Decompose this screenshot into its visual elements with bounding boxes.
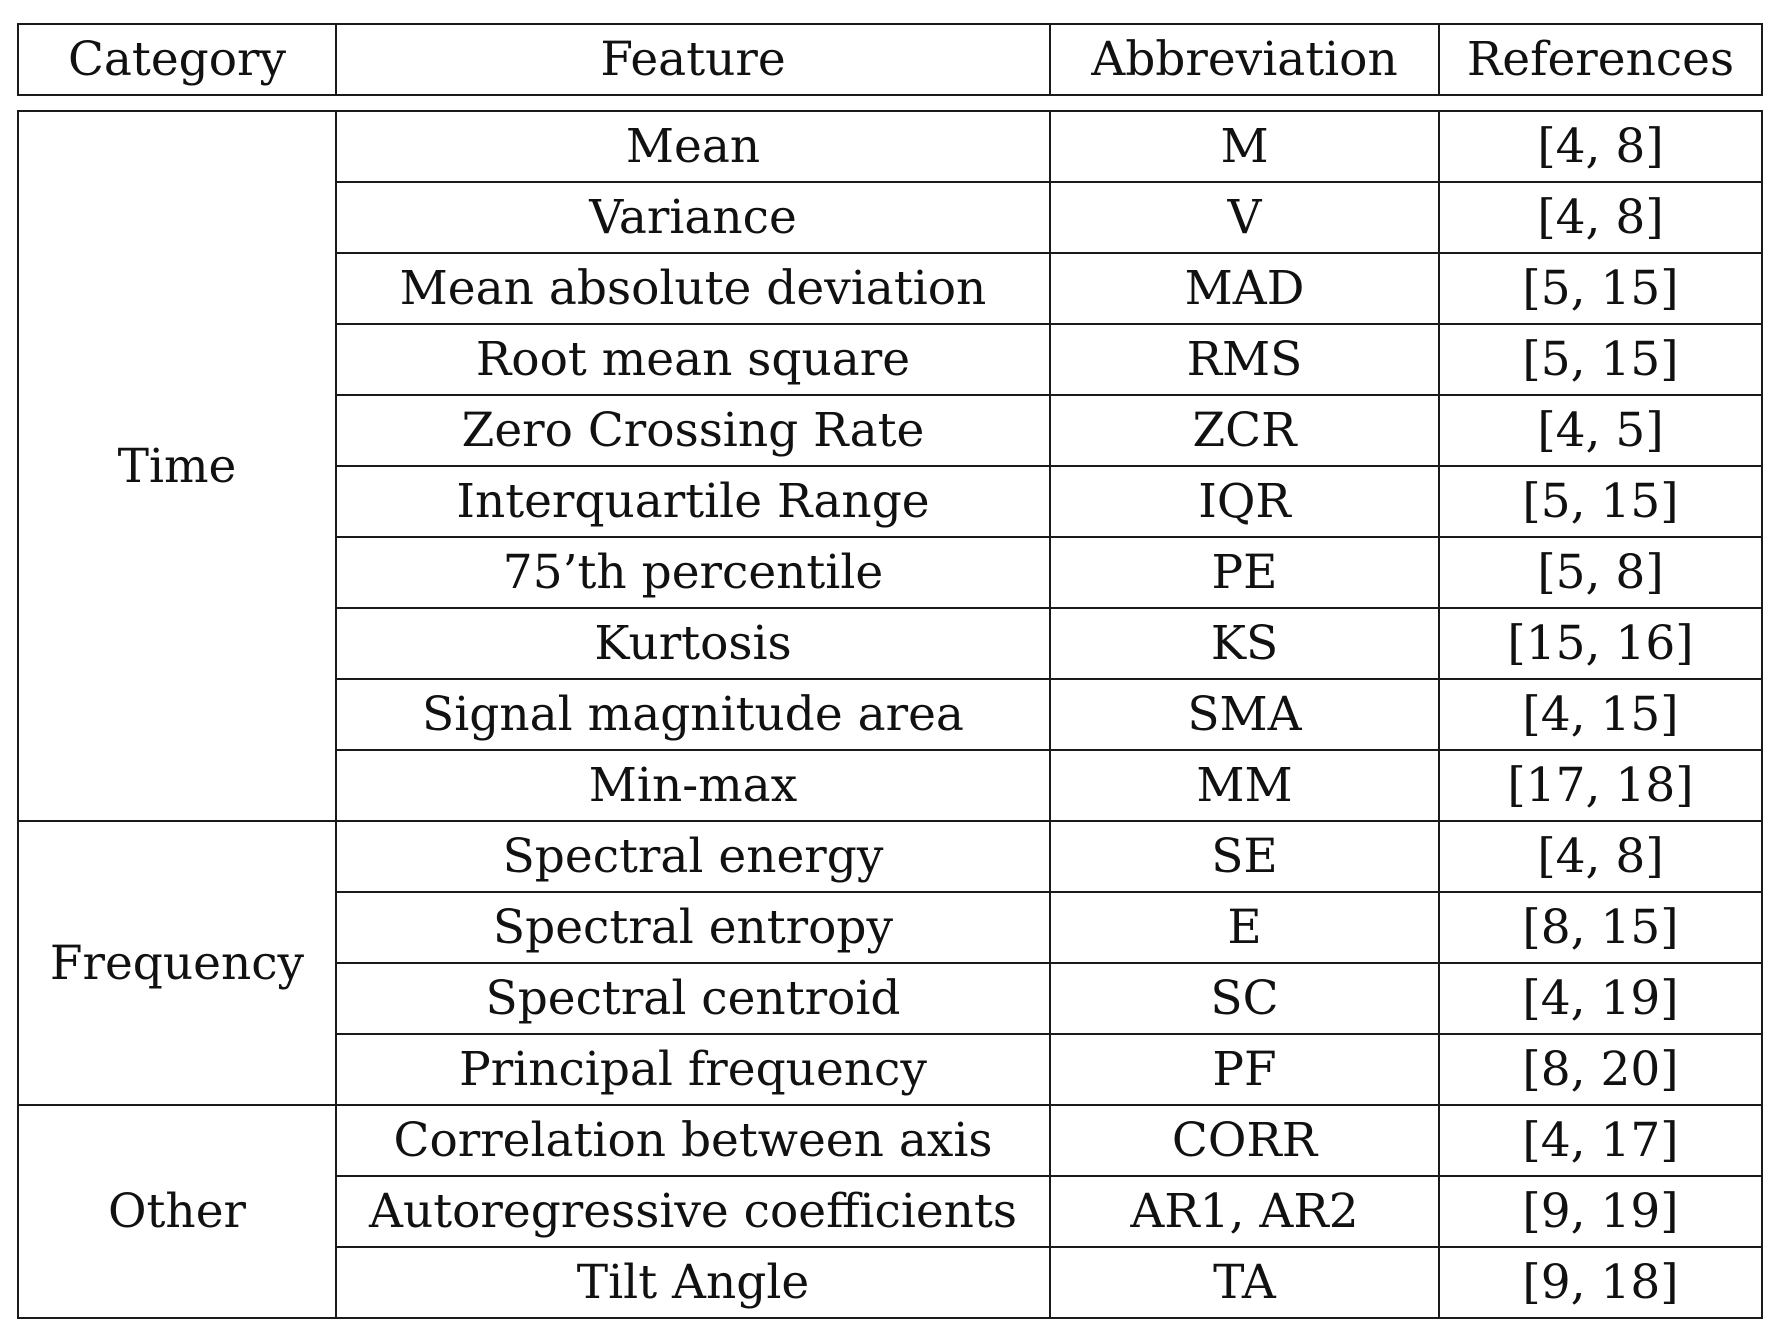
abbreviation-cell: KS [1049,607,1440,680]
feature-cell: Kurtosis [335,607,1051,680]
abbreviation-cell: M [1049,110,1440,183]
feature-cell: Spectral energy [335,820,1051,893]
feature-cell: Signal magnitude area [335,678,1051,751]
feature-cell: Interquartile Range [335,465,1051,538]
references-cell: [4, 17] [1438,1104,1763,1177]
references-cell: [4, 15] [1438,678,1763,751]
references-cell: [8, 20] [1438,1033,1763,1106]
references-cell: [4, 5] [1438,394,1763,467]
table-row: Tilt Angle TA [9, 18] [18,1246,1763,1319]
feature-cell: Mean absolute deviation [335,252,1051,325]
table-row: 75’th percentile PE [5, 8] [18,536,1763,609]
feature-cell: Tilt Angle [335,1246,1051,1319]
table-row: Interquartile Range IQR [5, 15] [18,465,1763,538]
references-cell: [9, 19] [1438,1175,1763,1248]
feature-cell: Zero Crossing Rate [335,394,1051,467]
abbreviation-cell: CORR [1049,1104,1440,1177]
references-cell: [4, 8] [1438,820,1763,893]
abbreviation-cell: ZCR [1049,394,1440,467]
header-abbreviation: Abbreviation [1049,23,1440,96]
table-row: Zero Crossing Rate ZCR [4, 5] [18,394,1763,467]
references-cell: [4, 19] [1438,962,1763,1035]
feature-cell: 75’th percentile [335,536,1051,609]
table-row: Frequency Spectral energy SE [4, 8] [17,820,1763,1106]
feature-cell: Autoregressive coefficients [335,1175,1051,1248]
references-cell: [5, 15] [1438,465,1763,538]
abbreviation-cell: E [1049,891,1440,964]
references-cell: [5, 15] [1438,323,1763,396]
header-category: Category [17,23,337,96]
table-row: Variance V [4, 8] [18,181,1763,254]
header-references: References [1438,23,1763,96]
abbreviation-cell: SMA [1049,678,1440,751]
feature-cell: Principal frequency [335,1033,1051,1106]
header-feature: Feature [335,23,1051,96]
feature-cell: Root mean square [335,323,1051,396]
feature-cell: Mean [335,110,1051,183]
table-row: Kurtosis KS [15, 16] [18,607,1763,680]
abbreviation-cell: SC [1049,962,1440,1035]
feature-cell: Variance [335,181,1051,254]
abbreviation-cell: MAD [1049,252,1440,325]
references-cell: [5, 8] [1438,536,1763,609]
category-cell: Time [17,110,337,822]
abbreviation-cell: V [1049,181,1440,254]
references-cell: [9, 18] [1438,1246,1763,1319]
table-row: Autoregressive coefficients AR1, AR2 [9, 1… [18,1175,1763,1248]
references-cell: [4, 8] [1438,110,1763,183]
abbreviation-cell: AR1, AR2 [1049,1175,1440,1248]
abbreviation-cell: MM [1049,749,1440,822]
table-row: Signal magnitude area SMA [4, 15] [18,678,1763,751]
feature-cell: Min-max [335,749,1051,822]
table-row: Principal frequency PF [8, 20] [18,1033,1763,1106]
table-row: Spectral entropy E [8, 15] [18,891,1763,964]
table-body: Time Mean M [4, 8] Variance V [4, 8] Mean absol… [17,110,1763,1319]
features-table: Time Mean M [4, 8] Variance V [4, 8] Mean absol… [17,110,1763,1319]
abbreviation-cell: PF [1049,1033,1440,1106]
abbreviation-cell: PE [1049,536,1440,609]
abbreviation-cell: TA [1049,1246,1440,1319]
table-row: Root mean square RMS [5, 15] [18,323,1763,396]
references-cell: [5, 15] [1438,252,1763,325]
references-cell: [17, 18] [1438,749,1763,822]
abbreviation-cell: IQR [1049,465,1440,538]
category-cell: Frequency [17,820,337,1106]
table-row: Min-max MM [17, 18] [18,749,1763,822]
table-header: Category Feature Abbreviation References [17,23,1763,96]
references-cell: [8, 15] [1438,891,1763,964]
references-cell: [4, 8] [1438,181,1763,254]
feature-cell: Spectral entropy [335,891,1051,964]
category-cell: Other [17,1104,337,1319]
table-row: Spectral centroid SC [4, 19] [18,962,1763,1035]
table-row: Time Mean M [4, 8] [17,110,1763,822]
header-row: Category Feature Abbreviation References [17,23,1763,96]
abbreviation-cell: RMS [1049,323,1440,396]
table-row: Mean absolute deviation MAD [5, 15] [18,252,1763,325]
table-row: Other Correlation between axis CORR [4, 17] [17,1104,1763,1319]
abbreviation-cell: SE [1049,820,1440,893]
feature-cell: Spectral centroid [335,962,1051,1035]
references-cell: [15, 16] [1438,607,1763,680]
feature-cell: Correlation between axis [335,1104,1051,1177]
